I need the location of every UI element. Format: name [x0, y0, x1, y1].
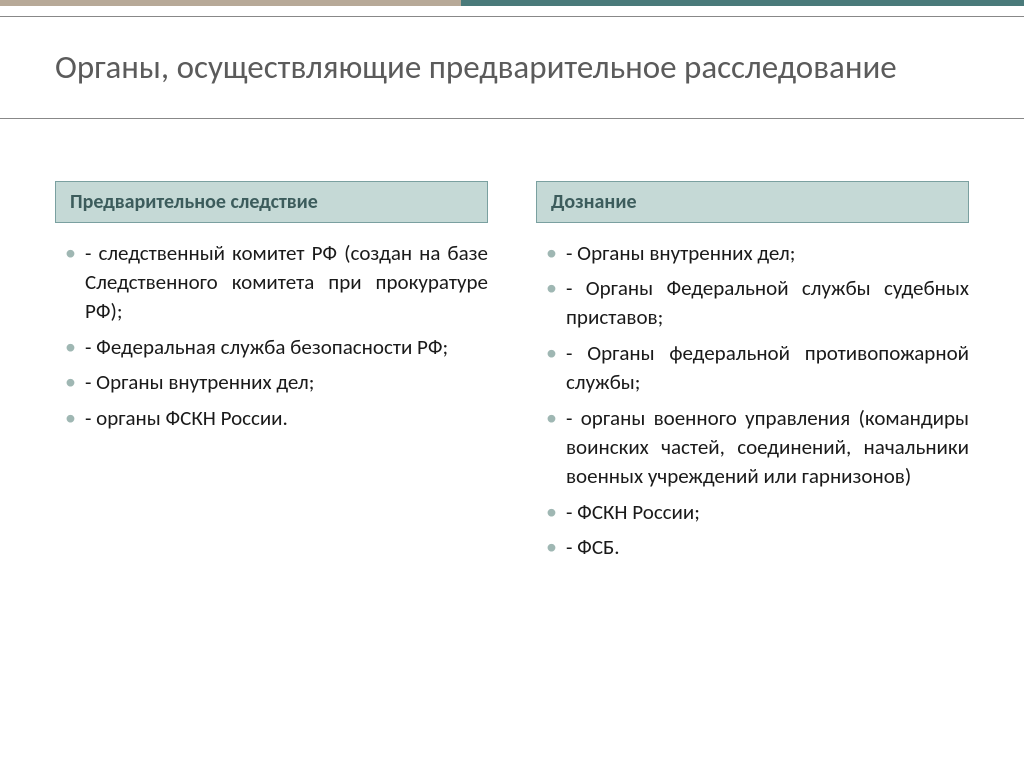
list-item: - органы военного управления (командиры …: [542, 404, 969, 492]
list-item: - Органы внутренних дел;: [61, 368, 488, 397]
columns: Предварительное следствие - следственный…: [0, 119, 1024, 569]
list-item: - следственный комитет РФ (создан на баз…: [61, 239, 488, 327]
list-item: - Федеральная служба безопасности РФ;: [61, 333, 488, 362]
column-right: Дознание - Органы внутренних дел; - Орга…: [536, 181, 969, 569]
list-item: - Органы внутренних дел;: [542, 239, 969, 268]
slide-title: Органы, осуществляющие предварительное р…: [55, 45, 969, 90]
column-right-list: - Органы внутренних дел; - Органы Федера…: [536, 223, 969, 563]
column-right-header: Дознание: [536, 181, 969, 223]
top-accent-border: [0, 0, 1024, 6]
list-item: - ФСКН России;: [542, 498, 969, 527]
top-border-segment-right: [461, 0, 1024, 6]
top-border-segment-left: [0, 0, 461, 6]
list-item: - органы ФСКН России.: [61, 404, 488, 433]
column-left-list: - следственный комитет РФ (создан на баз…: [55, 223, 488, 433]
column-left-header: Предварительное следствие: [55, 181, 488, 223]
list-item: - ФСБ.: [542, 533, 969, 562]
list-item: - Органы федеральной противопожарной слу…: [542, 339, 969, 398]
spacer: [0, 6, 1024, 16]
list-item: - Органы Федеральной службы судебных при…: [542, 274, 969, 333]
column-left: Предварительное следствие - следственный…: [55, 181, 488, 569]
title-block: Органы, осуществляющие предварительное р…: [0, 16, 1024, 119]
